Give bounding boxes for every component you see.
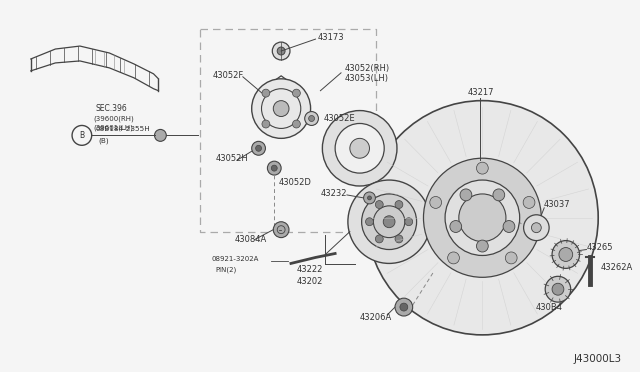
Circle shape bbox=[272, 42, 290, 60]
Circle shape bbox=[305, 112, 319, 125]
Text: (39600(RH): (39600(RH) bbox=[93, 115, 134, 122]
Text: 43217: 43217 bbox=[467, 88, 493, 97]
Circle shape bbox=[459, 194, 506, 241]
Circle shape bbox=[503, 221, 515, 232]
Circle shape bbox=[154, 129, 166, 141]
Circle shape bbox=[430, 196, 442, 208]
Text: 43202: 43202 bbox=[297, 277, 323, 286]
Circle shape bbox=[477, 162, 488, 174]
Circle shape bbox=[365, 218, 373, 226]
Circle shape bbox=[493, 189, 505, 201]
Circle shape bbox=[460, 189, 472, 201]
Circle shape bbox=[292, 120, 300, 128]
Circle shape bbox=[524, 215, 549, 241]
Circle shape bbox=[545, 276, 571, 302]
Circle shape bbox=[445, 180, 520, 256]
Circle shape bbox=[348, 180, 430, 263]
Text: 43262A: 43262A bbox=[600, 263, 632, 272]
Circle shape bbox=[308, 116, 314, 122]
Circle shape bbox=[268, 161, 281, 175]
Text: (B): (B) bbox=[99, 137, 109, 144]
Circle shape bbox=[262, 120, 270, 128]
Circle shape bbox=[350, 138, 369, 158]
Circle shape bbox=[323, 110, 397, 186]
Text: 43052F: 43052F bbox=[212, 71, 244, 80]
Circle shape bbox=[367, 196, 371, 200]
Text: 43052(RH): 43052(RH) bbox=[345, 64, 390, 73]
Text: 43173: 43173 bbox=[317, 33, 344, 42]
Circle shape bbox=[252, 141, 266, 155]
Circle shape bbox=[523, 196, 535, 208]
Circle shape bbox=[277, 47, 285, 55]
Circle shape bbox=[255, 145, 262, 151]
Circle shape bbox=[395, 298, 413, 316]
Circle shape bbox=[424, 158, 541, 277]
Circle shape bbox=[335, 124, 384, 173]
Text: 43052H: 43052H bbox=[216, 154, 248, 163]
Circle shape bbox=[395, 201, 403, 209]
Text: PIN(2): PIN(2) bbox=[216, 266, 237, 273]
Text: 08921-3202A: 08921-3202A bbox=[211, 256, 259, 263]
Text: 43052E: 43052E bbox=[323, 114, 355, 123]
Circle shape bbox=[273, 222, 289, 238]
Text: 43052D: 43052D bbox=[278, 177, 311, 186]
Text: 43232: 43232 bbox=[321, 189, 347, 198]
Circle shape bbox=[477, 240, 488, 252]
Text: 08B184-2355H: 08B184-2355H bbox=[95, 126, 150, 132]
Circle shape bbox=[273, 101, 289, 116]
Text: SEC.396: SEC.396 bbox=[95, 104, 127, 113]
Circle shape bbox=[552, 283, 564, 295]
Text: J43000L3: J43000L3 bbox=[573, 354, 621, 364]
Circle shape bbox=[552, 241, 580, 268]
Circle shape bbox=[271, 165, 277, 171]
Circle shape bbox=[450, 221, 461, 232]
Text: 43265: 43265 bbox=[586, 243, 613, 252]
Text: 43084A: 43084A bbox=[235, 235, 268, 244]
Text: B: B bbox=[79, 131, 84, 140]
Circle shape bbox=[383, 216, 395, 228]
Text: 43206A: 43206A bbox=[360, 312, 392, 321]
Circle shape bbox=[376, 201, 383, 209]
Circle shape bbox=[531, 223, 541, 232]
Circle shape bbox=[395, 235, 403, 243]
Circle shape bbox=[400, 303, 408, 311]
Circle shape bbox=[262, 89, 270, 97]
Text: 430B4: 430B4 bbox=[536, 302, 563, 312]
Circle shape bbox=[506, 252, 517, 264]
Text: 43037: 43037 bbox=[543, 201, 570, 209]
Circle shape bbox=[367, 101, 598, 335]
Circle shape bbox=[252, 79, 310, 138]
Circle shape bbox=[559, 247, 573, 262]
Circle shape bbox=[376, 235, 383, 243]
Circle shape bbox=[292, 89, 300, 97]
Circle shape bbox=[362, 194, 417, 250]
Text: 43053(LH): 43053(LH) bbox=[345, 74, 389, 83]
Text: (39601(LH): (39601(LH) bbox=[93, 124, 134, 131]
Circle shape bbox=[364, 192, 376, 204]
Text: 43222: 43222 bbox=[297, 265, 323, 274]
Circle shape bbox=[447, 252, 460, 264]
Circle shape bbox=[405, 218, 413, 226]
Circle shape bbox=[373, 206, 405, 238]
